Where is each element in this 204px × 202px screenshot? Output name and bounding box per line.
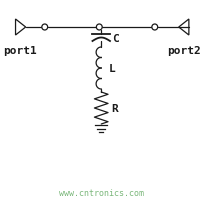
Text: C: C bbox=[111, 33, 118, 43]
Text: www.cntronics.com: www.cntronics.com bbox=[58, 188, 143, 198]
Circle shape bbox=[42, 25, 48, 31]
Text: port2: port2 bbox=[166, 46, 200, 56]
Circle shape bbox=[151, 25, 157, 31]
Text: L: L bbox=[109, 64, 115, 74]
Circle shape bbox=[96, 25, 102, 31]
Text: port1: port1 bbox=[3, 46, 37, 56]
Text: R: R bbox=[110, 103, 117, 114]
